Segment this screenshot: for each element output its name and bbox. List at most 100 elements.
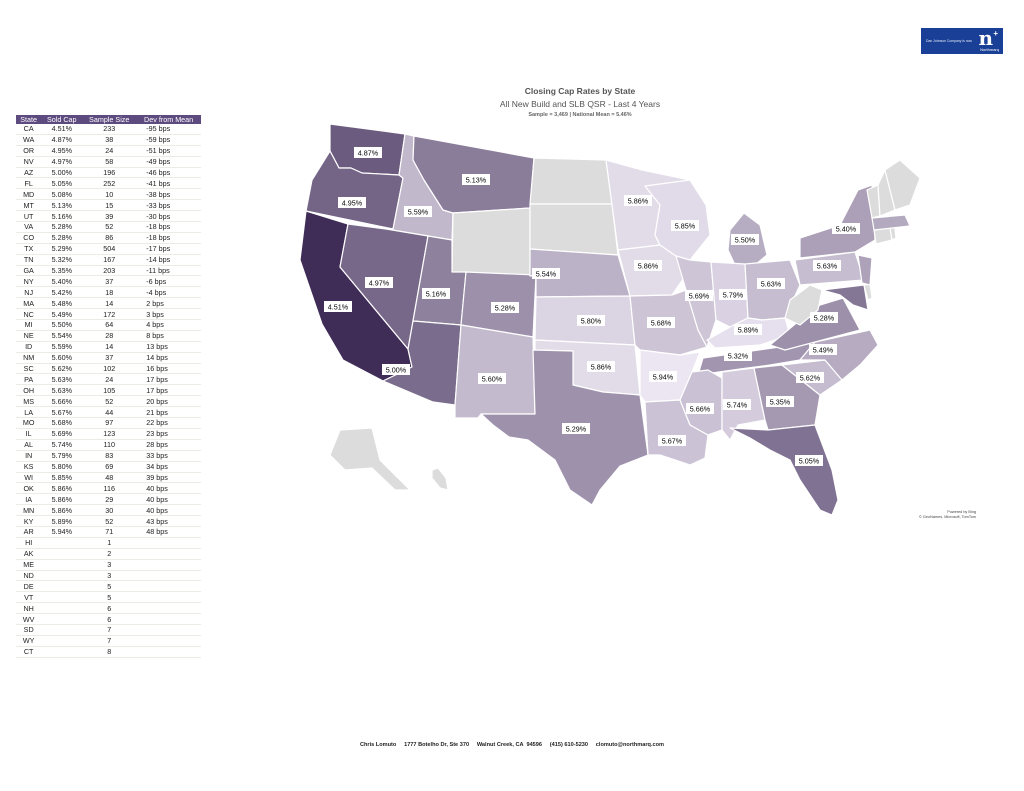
table-row: NE 5.54% 28 8 bps — [16, 330, 201, 342]
sample-size-cell: 37 — [82, 275, 137, 288]
state-label-va: 5.28% — [810, 312, 838, 323]
state-label-tx: 5.29% — [562, 423, 590, 434]
dev-from-mean-cell: -95 bps — [136, 124, 201, 135]
table-row: GA 5.35% 203 -11 bps — [16, 265, 201, 277]
sold-cap-cell: 5.60% — [41, 352, 83, 364]
dev-from-mean-cell: 40 bps — [136, 482, 201, 495]
state-cell: ID — [16, 341, 42, 353]
dev-from-mean-cell: 16 bps — [136, 363, 201, 375]
state-hi — [431, 467, 449, 491]
svg-text:5.68%: 5.68% — [651, 319, 672, 328]
svg-text:5.00%: 5.00% — [386, 366, 407, 375]
table-row: IL 5.69% 123 23 bps — [16, 428, 201, 440]
svg-text:5.86%: 5.86% — [628, 197, 649, 206]
sold-cap-cell: 5.59% — [41, 341, 83, 353]
state-label-ks: 5.80% — [577, 315, 605, 326]
table-row: WA 4.87% 38 -59 bps — [16, 134, 201, 146]
sold-cap-cell: 5.63% — [41, 384, 83, 397]
sample-size-cell: 233 — [82, 124, 137, 135]
state-label-fl: 5.05% — [795, 455, 823, 466]
sample-size-cell: 123 — [82, 428, 137, 440]
dev-from-mean-cell: 40 bps — [136, 493, 201, 506]
column-header-0: State — [16, 115, 42, 124]
table-row: AK 2 — [16, 548, 201, 560]
sample-size-cell: 24 — [82, 373, 137, 386]
sample-size-cell: 110 — [82, 439, 137, 451]
sold-cap-cell: 4.87% — [41, 134, 83, 146]
sample-size-cell: 28 — [82, 330, 137, 342]
table-row: VT 5 — [16, 591, 201, 604]
state-label-nc: 5.49% — [809, 344, 837, 355]
state-cell: IL — [16, 428, 42, 440]
dev-from-mean-cell: 48 bps — [136, 526, 201, 538]
sample-size-cell: 14 — [82, 297, 137, 310]
sold-cap-cell: 5.86% — [41, 504, 83, 517]
state-label-ok: 5.86% — [587, 361, 615, 372]
state-cell: VA — [16, 221, 42, 233]
state-cell: MS — [16, 395, 42, 408]
dev-from-mean-cell: -6 bps — [136, 275, 201, 288]
column-header-1: Sold Cap — [41, 115, 83, 124]
sold-cap-cell: 5.68% — [41, 417, 83, 429]
table-row: TN 5.32% 167 -14 bps — [16, 254, 201, 266]
state-label-ms: 5.66% — [686, 403, 714, 414]
table-row: CA 4.51% 233 -95 bps — [16, 124, 201, 135]
state-label-ga: 5.35% — [766, 396, 794, 407]
table-row: AR 5.94% 71 48 bps — [16, 526, 201, 538]
dev-from-mean-cell: -59 bps — [136, 134, 201, 146]
state-label-ar: 5.94% — [649, 371, 677, 382]
sample-size-cell: 167 — [82, 254, 137, 266]
table-row: TX 5.29% 504 -17 bps — [16, 243, 201, 255]
svg-text:5.62%: 5.62% — [800, 374, 821, 383]
svg-text:5.60%: 5.60% — [482, 375, 503, 384]
state-cell: FL — [16, 177, 42, 190]
sample-size-cell: 5 — [82, 580, 137, 593]
sample-size-cell: 97 — [82, 417, 137, 429]
sold-cap-cell: 5.89% — [41, 515, 83, 527]
svg-text:5.13%: 5.13% — [466, 176, 487, 185]
sample-size-cell: 10 — [82, 188, 137, 201]
dev-from-mean-cell: 17 bps — [136, 373, 201, 386]
sample-size-cell: 3 — [82, 570, 137, 582]
table-row: HI 1 — [16, 537, 201, 549]
state-cell: MD — [16, 188, 42, 201]
sample-size-cell: 252 — [82, 177, 137, 190]
table-row: DE 5 — [16, 580, 201, 593]
table-row: IN 5.79% 83 33 bps — [16, 450, 201, 462]
state-cell: OH — [16, 384, 42, 397]
dev-from-mean-cell: 22 bps — [136, 417, 201, 429]
svg-text:5.32%: 5.32% — [728, 352, 749, 361]
state-cell: DE — [16, 580, 42, 593]
table-row: OH 5.63% 105 17 bps — [16, 384, 201, 397]
svg-text:5.63%: 5.63% — [817, 262, 838, 271]
dev-from-mean-cell: 13 bps — [136, 341, 201, 353]
sold-cap-cell: 5.42% — [41, 286, 83, 299]
svg-text:5.94%: 5.94% — [653, 373, 674, 382]
state-nm — [454, 324, 536, 419]
sample-size-cell: 52 — [82, 221, 137, 233]
sample-size-cell: 2 — [82, 548, 137, 560]
table-row: CO 5.28% 86 -18 bps — [16, 232, 201, 244]
svg-text:4.87%: 4.87% — [358, 149, 379, 158]
state-cell: AL — [16, 439, 42, 451]
sample-size-cell: 69 — [82, 461, 137, 473]
dev-from-mean-cell — [136, 537, 201, 549]
state-cell: MI — [16, 319, 42, 331]
sold-cap-cell: 5.69% — [41, 428, 83, 440]
sample-size-cell: 5 — [82, 591, 137, 604]
table-row: SD 7 — [16, 624, 201, 636]
table-row: MS 5.66% 52 20 bps — [16, 395, 201, 408]
svg-text:5.79%: 5.79% — [723, 291, 744, 300]
dev-from-mean-cell — [136, 548, 201, 560]
svg-text:5.50%: 5.50% — [735, 236, 756, 245]
svg-text:5.85%: 5.85% — [675, 222, 696, 231]
sold-cap-cell: 5.28% — [41, 232, 83, 244]
sold-cap-cell: 5.62% — [41, 363, 83, 375]
state-cell: NY — [16, 275, 42, 288]
table-body: CA 4.51% 233 -95 bps WA 4.87% 38 -59 bps OR 4.95%… — [16, 124, 201, 658]
state-label-tn: 5.32% — [724, 350, 752, 361]
svg-text:4.97%: 4.97% — [369, 279, 390, 288]
svg-text:5.40%: 5.40% — [836, 225, 857, 234]
sample-line: Sample = 3,469 | National Mean = 5.46% — [528, 112, 632, 118]
dev-from-mean-cell — [136, 602, 201, 615]
